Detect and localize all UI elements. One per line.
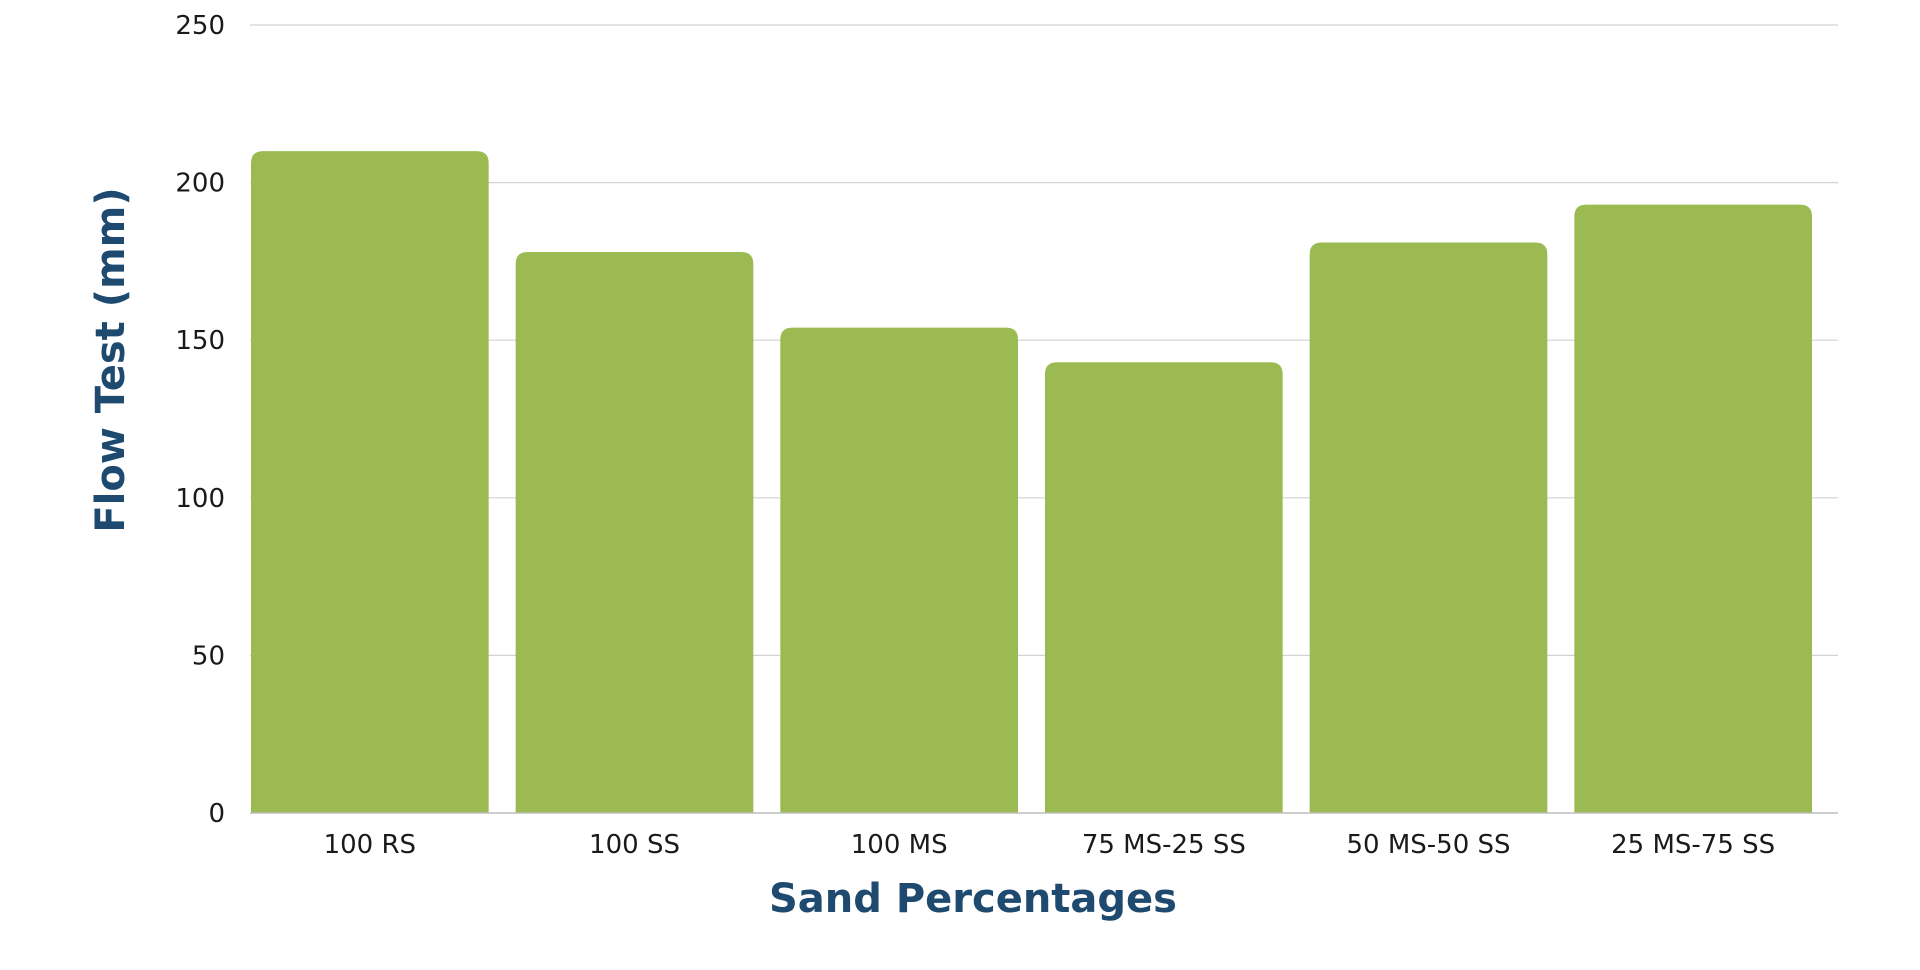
y-tick-label: 50 xyxy=(192,641,225,671)
x-tick-label: 100 SS xyxy=(589,830,680,860)
x-tick-label: 25 MS-75 SS xyxy=(1611,830,1775,860)
bars xyxy=(251,151,1812,814)
y-tick-label: 150 xyxy=(175,326,225,356)
bar-75-ms-25-ss xyxy=(1045,362,1283,813)
bar-100-ms xyxy=(780,327,1018,813)
tick-labels: 0 50 100 150 200 250 100 RS 100 SS 100 MS 75 MS-2… xyxy=(175,11,1775,860)
bar-100-ss xyxy=(515,251,754,814)
x-tick-label: 50 MS-50 SS xyxy=(1346,830,1510,860)
y-axis-title: Flow Test (mm) xyxy=(88,187,134,532)
x-tick-label: 100 MS xyxy=(851,830,948,860)
gridlines xyxy=(250,24,1838,657)
bar-50-ms-50-ss xyxy=(1309,242,1548,813)
x-axis-title: Sand Percentages xyxy=(769,876,1177,922)
y-tick-label: 200 xyxy=(175,169,225,199)
x-tick-label: 100 RS xyxy=(324,830,416,860)
x-tick-label: 75 MS-25 SS xyxy=(1082,830,1246,860)
bar-25-ms-75-ss xyxy=(1574,204,1812,813)
y-tick-label: 0 xyxy=(208,799,225,829)
y-tick-label: 250 xyxy=(175,11,225,41)
bar-100-rs xyxy=(251,151,489,813)
y-tick-label: 100 xyxy=(175,484,225,514)
